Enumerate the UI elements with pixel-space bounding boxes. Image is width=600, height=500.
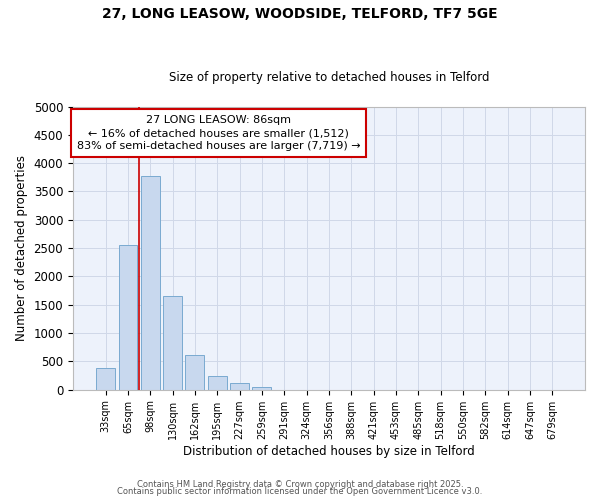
Bar bbox=[163, 296, 182, 390]
Bar bbox=[96, 368, 115, 390]
Y-axis label: Number of detached properties: Number of detached properties bbox=[15, 155, 28, 341]
Text: 27 LONG LEASOW: 86sqm
← 16% of detached houses are smaller (1,512)
83% of semi-d: 27 LONG LEASOW: 86sqm ← 16% of detached … bbox=[77, 115, 361, 152]
Bar bbox=[185, 354, 205, 390]
Bar bbox=[141, 176, 160, 390]
Bar bbox=[253, 387, 271, 390]
X-axis label: Distribution of detached houses by size in Telford: Distribution of detached houses by size … bbox=[183, 444, 475, 458]
Text: Contains public sector information licensed under the Open Government Licence v3: Contains public sector information licen… bbox=[118, 487, 482, 496]
Bar bbox=[208, 376, 227, 390]
Text: 27, LONG LEASOW, WOODSIDE, TELFORD, TF7 5GE: 27, LONG LEASOW, WOODSIDE, TELFORD, TF7 … bbox=[102, 8, 498, 22]
Title: Size of property relative to detached houses in Telford: Size of property relative to detached ho… bbox=[169, 72, 489, 85]
Bar bbox=[119, 246, 137, 390]
Text: Contains HM Land Registry data © Crown copyright and database right 2025.: Contains HM Land Registry data © Crown c… bbox=[137, 480, 463, 489]
Bar bbox=[230, 384, 249, 390]
